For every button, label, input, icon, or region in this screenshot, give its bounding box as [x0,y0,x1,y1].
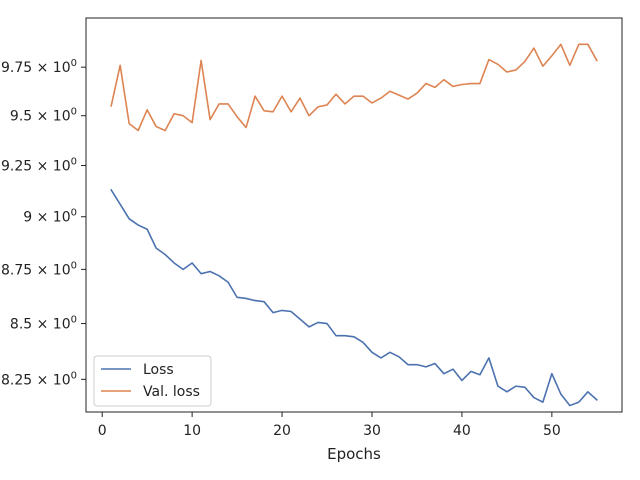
x-tick-label: 0 [98,423,107,439]
legend-label-val-loss: Val. loss [143,384,200,400]
y-axis-ticks: 8.25 × 100 8.5 × 100 8.75 × 100 9 × 100 9.25… [1,58,86,388]
x-tick-label: 10 [183,423,201,439]
y-tick-label: 8.5 × 100 [10,315,77,333]
plot-area [86,18,622,412]
x-tick-label: 40 [453,423,471,439]
series-layer [110,43,598,407]
y-tick-label: 8.25 × 100 [1,370,77,388]
x-tick-label: 50 [543,423,561,439]
legend: Loss Val. loss [93,355,212,407]
y-tick-label: 8.75 × 100 [1,260,77,278]
series-line-val-loss [110,43,598,132]
plot-frame [85,17,623,413]
y-tick-label: 9 × 100 [23,208,77,226]
y-tick-label: 9.75 × 100 [1,58,77,76]
x-axis-ticks: 0 10 20 30 40 50 [98,412,561,439]
x-tick-label: 20 [273,423,291,439]
x-tick-label: 30 [363,423,381,439]
y-tick-label: 9.25 × 100 [1,157,77,175]
series-line-loss [110,188,598,407]
legend-label-loss: Loss [143,362,174,378]
x-axis-title: Epochs [327,445,381,463]
y-tick-label: 9.5 × 100 [10,107,77,125]
